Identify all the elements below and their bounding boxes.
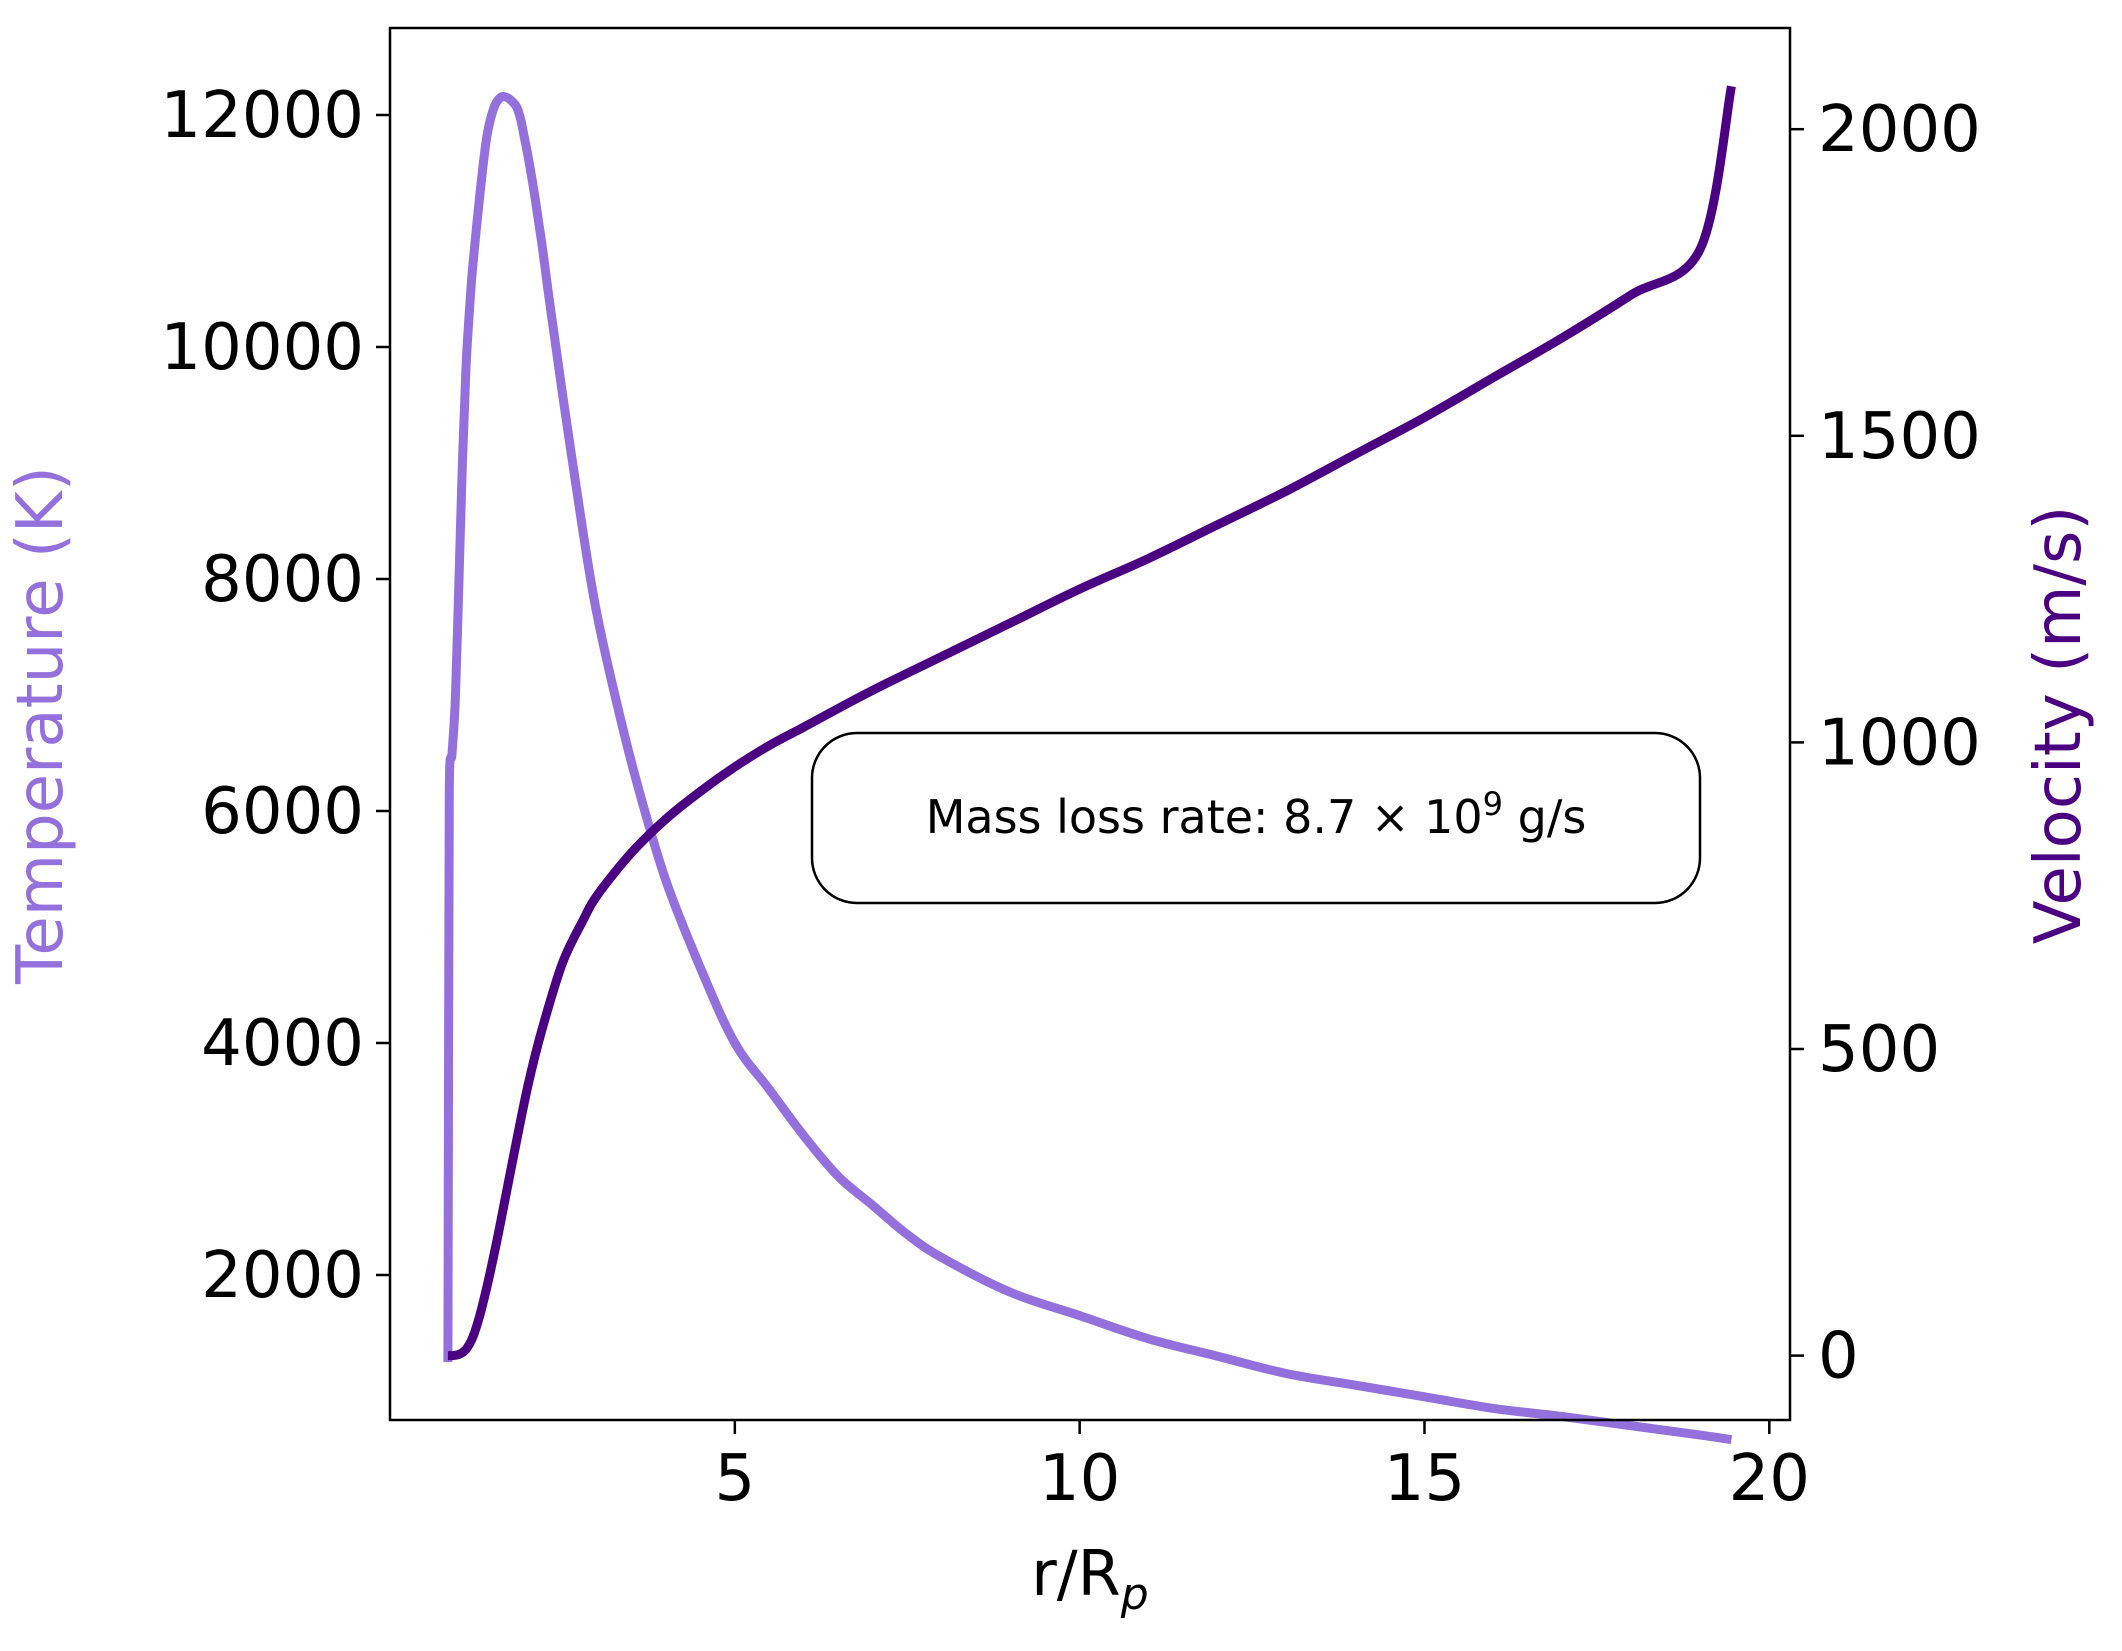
series-layer	[443, 85, 1736, 1445]
left-y-axis-label: Temperature (K)	[4, 466, 78, 985]
x-tick-label: 10	[1039, 1442, 1120, 1516]
right-y-tick-label: 2000	[1818, 93, 1981, 167]
velocity-line	[447, 85, 1736, 1361]
annotation-text: Mass loss rate: 8.7 × 109 g/s	[926, 785, 1587, 844]
left-y-tick-label: 6000	[201, 775, 364, 849]
x-axis-ticks: 5 10 15 20	[714, 1420, 1810, 1516]
annotation-box: Mass loss rate: 8.7 × 109 g/s	[810, 731, 1702, 905]
x-axis-label: r/Rp	[1031, 1537, 1148, 1620]
annotation-frame	[810, 731, 1702, 905]
annotation-superscript: 9	[1483, 785, 1503, 823]
left-y-tick-label: 12000	[160, 79, 364, 153]
right-y-axis-ticks: 0 500 1000 1500 2000	[1790, 93, 1981, 1394]
right-y-tick-label: 500	[1818, 1013, 1940, 1087]
temperature-line	[443, 92, 1733, 1445]
plot-frame	[388, 26, 1792, 1422]
annotation-suffix: g/s	[1503, 790, 1586, 844]
left-y-tick-label: 8000	[201, 543, 364, 617]
right-y-tick-label: 1000	[1818, 706, 1981, 780]
right-y-axis-label: Velocity (m/s)	[2022, 506, 2096, 945]
left-y-tick-label: 10000	[160, 311, 364, 385]
x-tick-label: 5	[714, 1442, 755, 1516]
x-axis-label-subscript: p	[1120, 1569, 1149, 1620]
right-y-tick-label: 0	[1818, 1320, 1859, 1394]
left-y-tick-label: 4000	[201, 1007, 364, 1081]
right-y-tick-label: 1500	[1818, 400, 1981, 474]
left-y-axis-ticks: 2000 4000 6000 8000 10000 12000	[160, 79, 390, 1313]
x-tick-label: 20	[1729, 1442, 1810, 1516]
left-y-tick-label: 2000	[201, 1239, 364, 1313]
x-tick-label: 15	[1384, 1442, 1465, 1516]
